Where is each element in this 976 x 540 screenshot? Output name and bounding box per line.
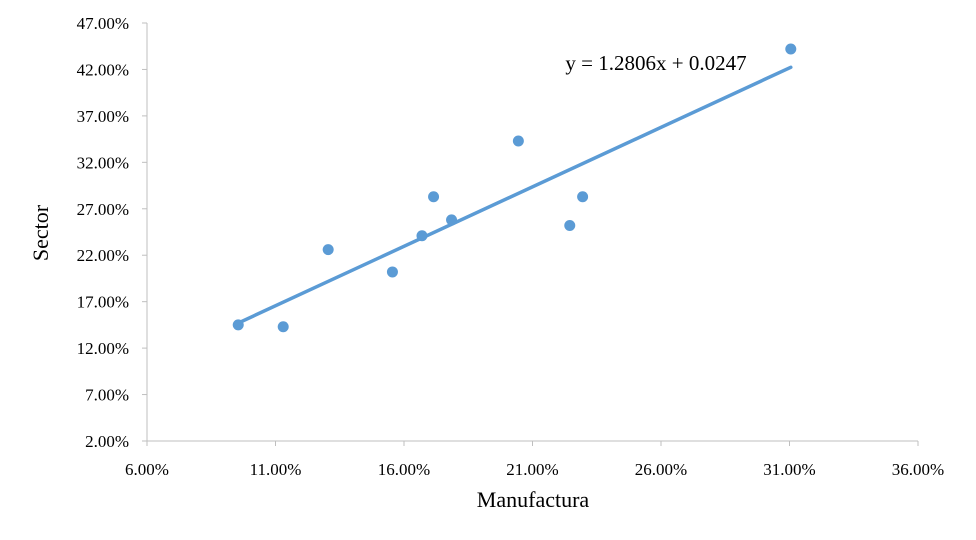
y-tick-label: 32.00% — [77, 153, 129, 172]
y-tick-label: 7.00% — [85, 386, 129, 405]
y-tick-label: 12.00% — [77, 339, 129, 358]
data-points — [232, 43, 797, 333]
data-point — [277, 321, 289, 333]
x-tick-label: 11.00% — [250, 460, 302, 479]
data-point — [577, 191, 589, 203]
trendline-layer — [236, 65, 793, 325]
data-point — [785, 43, 797, 55]
data-point — [386, 266, 398, 278]
y-tick-label: 22.00% — [77, 246, 129, 265]
axes: 2.00% 7.00% 12.00% 17.00% 22.00% 27.00% 32.00%… — [77, 14, 945, 479]
y-axis-title: Sector — [28, 204, 53, 261]
data-point — [416, 230, 428, 242]
trendline — [236, 65, 793, 325]
x-tick-label: 26.00% — [635, 460, 687, 479]
x-axis-title: Manufactura — [477, 487, 590, 512]
y-tick-label: 42.00% — [77, 60, 129, 79]
y-tick-label: 17.00% — [77, 293, 129, 312]
y-tick-label: 47.00% — [77, 14, 129, 33]
y-tick-label: 27.00% — [77, 200, 129, 219]
x-tick-label: 16.00% — [378, 460, 430, 479]
y-tick-label: 2.00% — [85, 432, 129, 451]
x-tick-label: 21.00% — [506, 460, 558, 479]
y-tick-label: 37.00% — [77, 107, 129, 126]
data-point — [512, 135, 524, 147]
data-point — [428, 191, 440, 203]
trendline-equation: y = 1.2806x + 0.0247 — [565, 51, 746, 75]
data-point — [322, 244, 334, 256]
x-tick-label: 6.00% — [125, 460, 169, 479]
data-point — [564, 219, 576, 231]
data-point — [232, 319, 244, 331]
data-point — [446, 214, 458, 226]
x-tick-label: 31.00% — [763, 460, 815, 479]
x-tick-label: 36.00% — [892, 460, 944, 479]
